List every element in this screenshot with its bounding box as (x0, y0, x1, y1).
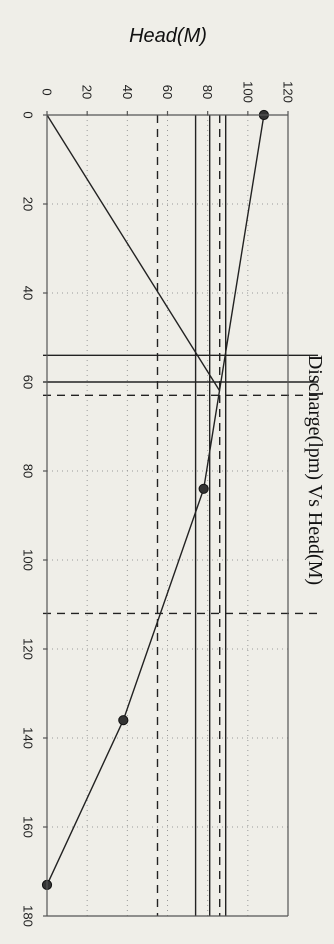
x-tick-label-2: 40 (20, 286, 35, 300)
y-tick-label-1: 20 (80, 85, 95, 99)
chart-title: Discharge(lpm) Vs Head(M) (304, 355, 326, 585)
y-tick-label-6: 120 (280, 81, 295, 103)
x-tick-label-3: 60 (20, 375, 35, 389)
x-tick-label-1: 20 (20, 197, 35, 211)
y-tick-label-3: 60 (160, 85, 175, 99)
grid (47, 115, 289, 917)
y-tick-label-2: 40 (120, 85, 135, 99)
series-0-point-1 (198, 483, 209, 494)
x-tick-label-9: 180 (20, 905, 35, 927)
tick-labels: 0 20 40 60 80 100 120 140 160 180 0 20 40 60 80 100 120 (20, 81, 295, 927)
x-tick-label-5: 100 (20, 549, 35, 571)
series-1-line (46, 114, 221, 392)
y-axis-label: Head(M) (129, 25, 207, 47)
series-0-point-2 (118, 715, 129, 726)
axes (43, 111, 289, 917)
x-tick-label-6: 120 (20, 638, 35, 660)
x-tick-label-4: 80 (20, 464, 35, 478)
y-tick-label-4: 80 (200, 85, 215, 99)
y-tick-label-5: 100 (240, 81, 255, 103)
x-tick-label-7: 140 (20, 727, 35, 749)
reference-lines (43, 354, 318, 615)
x-tick-label-8: 160 (20, 816, 35, 838)
series-layer (41, 109, 269, 916)
x-tick-label-0: 0 (20, 111, 35, 118)
y-tick-label-0: 0 (39, 88, 54, 95)
series-0-line (46, 114, 265, 886)
plot-area: 0 20 40 60 80 100 120 140 160 180 0 20 40 60 80 100 120 (20, 81, 318, 927)
